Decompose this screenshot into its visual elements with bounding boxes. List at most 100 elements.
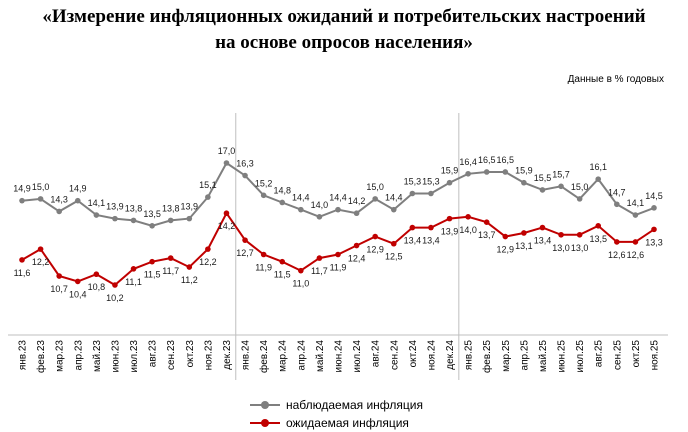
series-2-data-label-19: 12,4 <box>348 254 366 264</box>
series-1-point-4 <box>74 197 81 204</box>
series-1-data-label-19: 14,2 <box>348 196 366 206</box>
series-2-data-label-11: 12,2 <box>199 257 217 267</box>
series-1-data-label-12: 17,0 <box>218 146 236 156</box>
series-1-point-6 <box>112 215 118 222</box>
x-tick-label-30: июн.25 <box>557 340 568 373</box>
series-1-point-23 <box>428 190 434 197</box>
series-2-point-19 <box>353 242 360 249</box>
series-1-point-25 <box>465 170 471 177</box>
series-2-point-31 <box>576 231 583 238</box>
series-2-point-35 <box>651 226 657 233</box>
series-1-point-9 <box>167 217 174 224</box>
series-2-data-label-7: 11,1 <box>125 277 142 287</box>
series-2-point-18 <box>335 251 341 258</box>
series-2-data-label-6: 10,2 <box>106 293 124 303</box>
series-1-point-5 <box>93 212 100 218</box>
x-tick-label-13: янв.24 <box>241 340 252 371</box>
series-2-point-3 <box>56 273 62 279</box>
series-1-data-label-32: 16,1 <box>589 162 607 172</box>
series-1-data-label-16: 14,4 <box>292 193 310 203</box>
series-1-point-10 <box>186 215 193 222</box>
series-2-point-21 <box>390 240 397 247</box>
series-2-data-label-12: 14,2 <box>218 221 236 231</box>
x-tick-label-19: июл.24 <box>352 340 363 373</box>
series-1-point-24 <box>446 179 453 186</box>
series-2-data-label-15: 11,5 <box>274 270 291 280</box>
series-2-data-label-18: 11,9 <box>330 263 347 273</box>
series-2-point-6 <box>112 282 118 288</box>
series-1-point-17 <box>316 214 323 220</box>
x-tick-label-29: май.25 <box>538 340 549 372</box>
series-1-point-28 <box>521 179 527 186</box>
series-1-data-label-22: 15,3 <box>404 177 422 187</box>
x-tick-label-18: июн.24 <box>334 340 345 373</box>
series-2-data-label-5: 10,8 <box>88 282 106 292</box>
series-1-point-2 <box>37 196 44 202</box>
series-1-data-label-23: 15,3 <box>422 177 440 187</box>
x-tick-label-11: ноя.23 <box>203 340 214 371</box>
series-2-data-label-25: 14,0 <box>459 225 477 235</box>
x-tick-label-9: сен.23 <box>166 340 177 370</box>
series-2-data-label-3: 10,7 <box>50 284 68 294</box>
series-2-point-30 <box>558 231 564 238</box>
x-tick-label-17: май.24 <box>315 340 326 372</box>
x-tick-label-4: апр.23 <box>73 340 84 371</box>
series-2-point-33 <box>614 239 620 245</box>
series-1-data-label-18: 14,4 <box>329 193 347 203</box>
series-1-point-16 <box>298 206 304 213</box>
series-1-point-15 <box>279 199 286 206</box>
series-2-data-label-35: 13,3 <box>645 237 663 247</box>
legend-label-expected: ожидаемая инфляция <box>286 416 409 430</box>
x-tick-label-6: июн.23 <box>110 340 121 373</box>
series-1-point-27 <box>502 169 509 175</box>
series-2-data-label-2: 12,2 <box>32 257 50 267</box>
series-1-data-label-29: 15,5 <box>534 173 552 183</box>
title-line-1: «Измерение инфляционных ожиданий и потре… <box>42 6 646 27</box>
series-1-data-label-5: 14,1 <box>88 198 106 208</box>
series-2-data-label-17: 11,7 <box>311 266 328 276</box>
series-1-point-3 <box>56 208 62 215</box>
series-1-data-label-14: 15,2 <box>255 178 273 188</box>
x-tick-label-14: фев.24 <box>258 340 270 373</box>
series-1-data-label-21: 14,4 <box>385 193 403 203</box>
series-2-point-8 <box>149 258 155 265</box>
series-2-data-label-8: 11,5 <box>144 270 161 280</box>
series-2-point-29 <box>539 224 546 231</box>
series-1-data-label-1: 14,9 <box>13 184 31 194</box>
series-1-point-13 <box>242 172 248 179</box>
series-1-point-26 <box>483 169 490 175</box>
x-tick-label-22: окт.24 <box>408 340 419 368</box>
series-2-point-2 <box>37 246 44 252</box>
series-2-point-4 <box>74 278 81 285</box>
series-1-point-20 <box>372 196 378 202</box>
series-2-point-34 <box>632 239 639 245</box>
series-2-point-11 <box>205 246 211 252</box>
x-tick-label-24: дек.24 <box>445 340 456 370</box>
series-2-point-23 <box>428 224 434 231</box>
series-2-data-label-22: 13,4 <box>404 236 422 246</box>
series-2-data-label-28: 13,1 <box>515 241 533 251</box>
series-2-point-9 <box>167 255 174 261</box>
legend-swatch-observed <box>250 400 280 410</box>
series-1-data-label-7: 13,8 <box>125 203 143 213</box>
x-tick-label-32: авг.25 <box>594 340 605 368</box>
series-2-point-28 <box>521 230 527 236</box>
series-1-data-label-4: 14,9 <box>69 184 87 194</box>
series-1-point-21 <box>390 206 397 213</box>
x-tick-label-15: мар.24 <box>278 340 289 372</box>
series-1-point-32 <box>595 176 602 182</box>
x-tick-label-2: фев.23 <box>35 340 47 373</box>
series-1-point-35 <box>651 205 657 211</box>
series-1-data-label-26: 16,5 <box>478 155 496 165</box>
series-2-point-5 <box>93 271 100 278</box>
series-2-data-label-16: 11,0 <box>292 279 309 289</box>
series-1-point-29 <box>539 187 546 193</box>
series-2-point-10 <box>186 264 193 270</box>
x-tick-label-27: мар.25 <box>501 340 512 372</box>
series-1-point-34 <box>632 212 639 218</box>
series-2-data-label-34: 12,6 <box>627 250 645 260</box>
series-2-point-24 <box>446 215 453 222</box>
x-tick-label-16: апр.24 <box>296 340 307 371</box>
series-1-point-33 <box>614 201 620 208</box>
title-line-2: на основе опросов населения» <box>215 32 473 53</box>
